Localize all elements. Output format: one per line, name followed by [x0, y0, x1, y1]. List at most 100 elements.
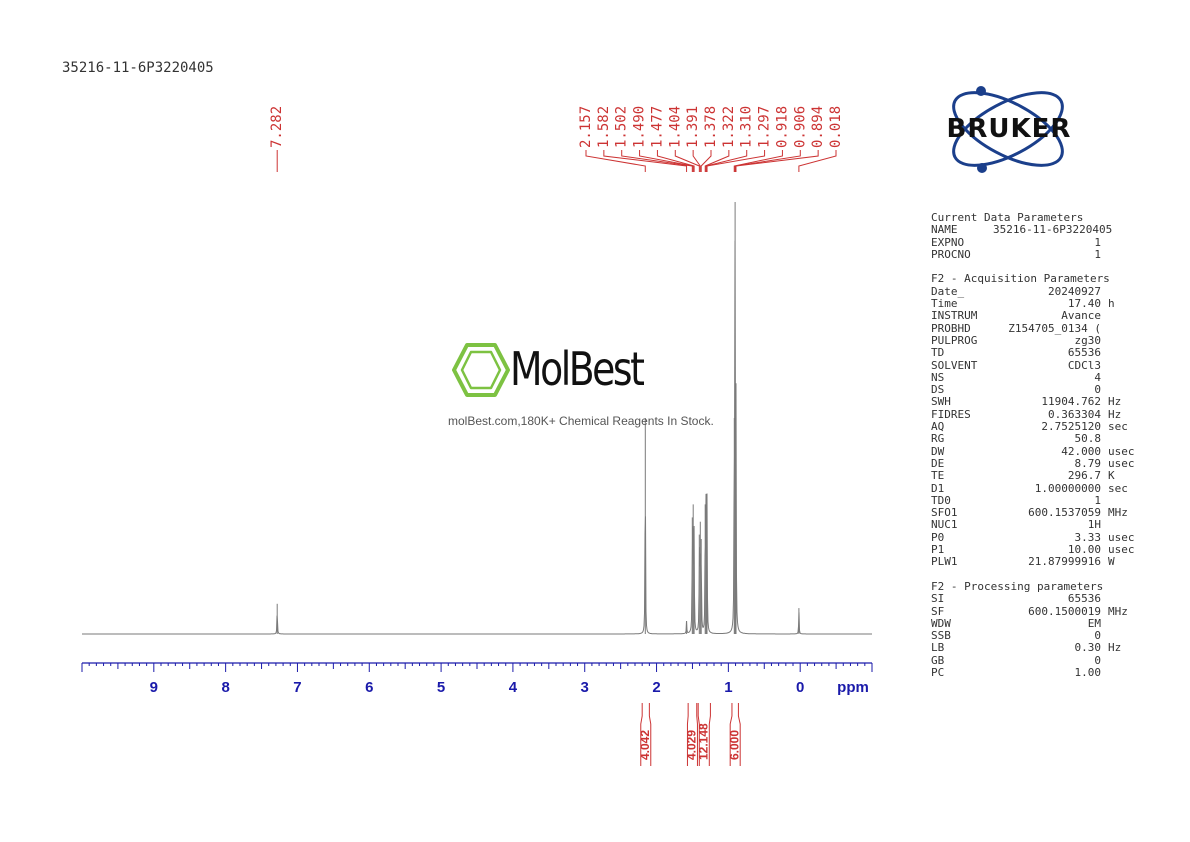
peak-label: 1.490	[632, 106, 648, 148]
param-value: zg30	[1074, 333, 1102, 347]
peak-label: 1.297	[757, 106, 773, 148]
param-row: LB 0.30 Hz	[931, 641, 1140, 655]
param-unit	[1101, 335, 1108, 347]
peak-label: 1.404	[667, 106, 683, 148]
peak-connector	[798, 150, 837, 172]
param-value: 35216-11-6P3220405	[993, 223, 1113, 237]
x-tick-label: 1	[724, 679, 732, 696]
param-key: PROBHD	[931, 321, 971, 335]
param-value: Avance	[1061, 309, 1101, 323]
param-value: 0.363304	[1048, 407, 1101, 421]
integral-bracket	[696, 703, 698, 766]
param-key: EXPNO	[931, 235, 965, 249]
spectrum-trace	[82, 240, 872, 635]
param-row: PROBHD Z154705_0134 (	[931, 321, 1140, 335]
param-row: Time 17.40 h	[931, 297, 1140, 310]
param-row: PULPROG zg30	[931, 333, 1140, 347]
integral-bracket	[648, 703, 652, 766]
param-key: TD0	[931, 493, 951, 507]
param-key: WDW	[931, 616, 951, 630]
peak-connector	[639, 150, 694, 172]
section-title: Current Data Parameters	[931, 211, 1084, 224]
param-key: GB	[931, 653, 945, 667]
param-key: NAME	[931, 223, 958, 237]
peak-label-layer: 7.282 2.157 1.582 1.502 1.490 1.477 1.404 1.391…	[269, 106, 844, 172]
peak-label: 1.378	[703, 106, 719, 148]
param-key: LB	[931, 641, 945, 655]
param-row: TD0 1	[931, 493, 1140, 507]
param-row: SI 65536	[931, 592, 1140, 606]
param-key: PROCNO	[931, 247, 971, 261]
param-value: 65536	[1067, 346, 1101, 360]
param-row: D1 1.00000000 sec	[931, 481, 1140, 495]
param-value: 4	[1094, 370, 1101, 384]
param-key: SF	[931, 604, 945, 618]
parameter-panel: Current Data Parameters NAME 35216-11-6P3…	[931, 211, 1140, 679]
param-key: DW	[931, 444, 945, 458]
peak-connector	[733, 150, 783, 172]
param-unit	[1101, 360, 1108, 372]
param-row: NUC1 1H	[931, 518, 1140, 532]
param-value: 1.00000000	[1034, 481, 1101, 495]
param-value: 10.00	[1067, 543, 1101, 557]
param-unit: W	[1108, 555, 1115, 569]
sample-name: 35216-11-6P3220405	[62, 60, 214, 76]
param-value: 0.30	[1074, 641, 1102, 655]
param-value: 50.8	[1074, 432, 1102, 446]
param-unit: MHz	[1108, 604, 1128, 618]
param-row: SOLVENT CDCl3	[931, 359, 1140, 372]
peak-connector	[735, 150, 819, 172]
param-value: 21.87999916	[1028, 555, 1101, 569]
param-key: SSB	[931, 629, 951, 643]
param-value: 1	[1094, 235, 1101, 249]
integral-label: 4.042	[638, 730, 652, 760]
param-row: SSB 0	[931, 629, 1140, 643]
peak-label: 1.502	[614, 106, 630, 148]
peak-connector	[674, 150, 700, 172]
param-key: NUC1	[931, 518, 958, 532]
param-unit	[1101, 347, 1108, 359]
param-row: PC 1.00	[931, 665, 1140, 679]
integral-label: 6.000	[727, 730, 741, 760]
param-key: SI	[931, 592, 945, 606]
bruker-logo-text: BRUKER	[946, 114, 1072, 144]
param-value: 8.79	[1074, 456, 1102, 470]
param-value: 1	[1094, 493, 1101, 507]
x-tick-label: 6	[365, 679, 373, 696]
integral-label: 12.148	[696, 723, 710, 760]
param-value: 1	[1094, 247, 1101, 261]
param-key: TD	[931, 346, 945, 360]
param-row: SWH 11904.762 Hz	[931, 395, 1140, 409]
integral-bracket	[640, 703, 643, 766]
benzene-ring-icon	[452, 343, 510, 397]
param-unit: Hz	[1108, 395, 1122, 409]
param-row: SF 600.1500019 MHz	[931, 604, 1140, 618]
param-unit	[1101, 237, 1108, 249]
param-unit: usec	[1108, 543, 1135, 557]
peak-connector	[692, 150, 701, 172]
param-key: Date_	[931, 284, 965, 298]
param-unit: Hz	[1108, 407, 1122, 421]
watermark-tagline: molBest.com,180K+ Chemical Reagents In S…	[448, 414, 714, 428]
param-row: TE 296.7 K	[931, 469, 1140, 482]
param-key: DE	[931, 456, 945, 470]
peak-connector	[656, 150, 695, 172]
param-key: PC	[931, 665, 945, 679]
watermark-brand: MolBest	[510, 342, 645, 396]
peak-label: 7.282	[269, 106, 285, 148]
x-tick-label: 9	[150, 679, 158, 696]
param-unit	[1101, 655, 1108, 667]
param-row: P1 10.00 usec	[931, 543, 1140, 557]
param-value: 11904.762	[1041, 395, 1101, 409]
param-row: DW 42.000 usec	[931, 444, 1140, 458]
param-unit: usec	[1108, 456, 1135, 470]
param-unit: usec	[1108, 530, 1135, 544]
param-value: 0	[1094, 383, 1101, 397]
param-key: DS	[931, 383, 945, 397]
x-tick-label: 7	[293, 679, 301, 696]
param-key: RG	[931, 432, 945, 446]
integral-bracket	[708, 703, 711, 766]
processing-parameters: F2 - Processing parameters SI 65536 SF 600.…	[931, 580, 1140, 679]
atom-orbit-icon	[952, 86, 1064, 173]
peak-connector	[621, 150, 693, 172]
